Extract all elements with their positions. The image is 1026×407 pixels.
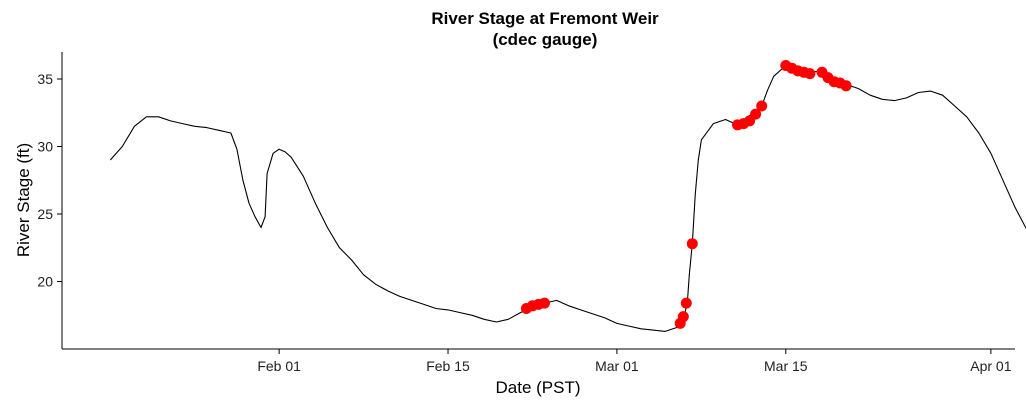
y-tick-label: 20 [37, 274, 53, 290]
highlight-point [750, 108, 762, 120]
y-tick-label: 30 [37, 139, 53, 155]
x-axis-title: Date (PST) [495, 378, 580, 397]
y-axis-title: River Stage (ft) [14, 143, 33, 257]
chart-title: River Stage at Fremont Weir [431, 9, 659, 28]
y-tick-label: 35 [37, 71, 53, 87]
x-tick-label: Feb 15 [426, 358, 470, 374]
x-tick-label: Feb 01 [257, 358, 301, 374]
highlight-point [840, 80, 852, 92]
y-tick-label: 25 [37, 206, 53, 222]
highlight-point [756, 100, 768, 112]
highlight-point [686, 238, 698, 250]
highlight-point [804, 68, 816, 80]
x-tick-label: Mar 01 [595, 358, 639, 374]
plot-area [109, 60, 1026, 332]
highlight-point [539, 297, 550, 309]
x-tick-label: Apr 01 [970, 358, 1011, 374]
x-tick-label: Mar 15 [764, 358, 808, 374]
x-axis-ticks: Feb 01 Feb 15 Mar 01 Mar 15 Apr 01 [257, 349, 1012, 374]
highlight-point [680, 297, 692, 309]
y-axis-ticks: 20 25 30 35 [37, 71, 62, 290]
highlight-point [677, 311, 689, 323]
chart-subtitle: (cdec gauge) [493, 30, 598, 49]
